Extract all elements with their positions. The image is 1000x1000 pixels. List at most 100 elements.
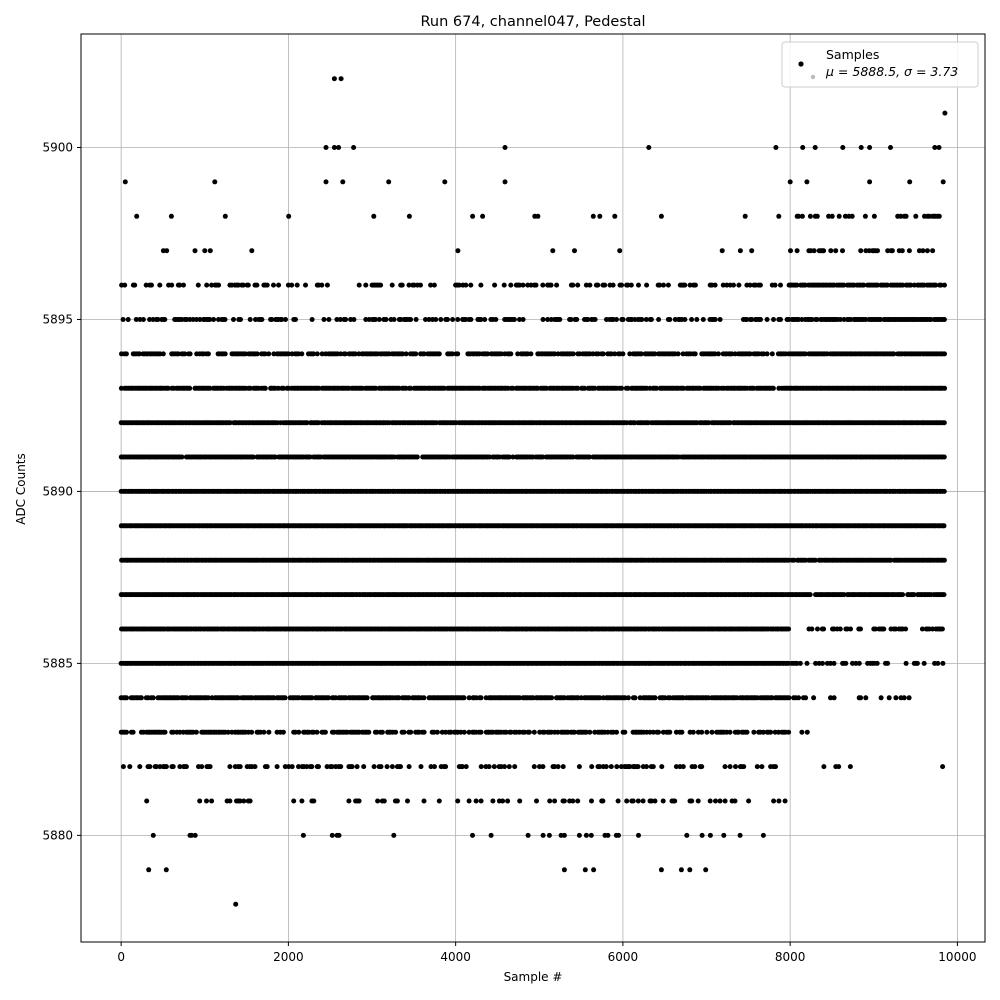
data-point [682,282,688,288]
data-point [899,248,905,254]
data-point [661,282,666,288]
data-point [906,248,912,254]
data-point [585,317,591,322]
data-point [829,213,835,219]
data-point [155,317,161,322]
data-point [383,317,389,322]
data-point [342,351,348,357]
data-point [363,282,369,288]
data-point [807,592,813,598]
data-point [889,248,895,254]
data-point [207,317,213,322]
data-point [656,317,662,322]
data-point [788,248,793,254]
data-point [575,385,581,391]
data-point [941,420,947,426]
data-point [619,385,625,391]
data-point [643,317,649,322]
data-point [658,213,664,219]
data-point [373,385,379,391]
data-point [455,351,461,357]
data-point [376,317,382,322]
data-point [837,317,843,322]
data-point [720,282,726,288]
data-point [778,282,783,288]
data-point [757,282,763,288]
data-point [749,317,755,322]
data-point [898,213,904,219]
data-point [120,317,126,322]
data-point [421,351,427,357]
data-point [881,626,887,632]
data-point [602,282,608,288]
data-point [619,282,625,288]
data-point [694,317,700,322]
data-point [195,282,201,288]
data-point [122,282,128,288]
data-point [445,317,450,322]
data-point [557,317,563,322]
data-point [861,282,867,288]
data-point [903,213,909,219]
data-point [742,213,748,219]
data-point [841,282,847,288]
data-point [485,351,491,357]
data-point [587,454,592,460]
data-point [207,385,213,391]
data-point [814,213,820,219]
data-point [238,317,243,322]
data-point [828,248,834,254]
data-point [924,248,930,254]
data-point [123,351,129,357]
data-point [441,385,447,391]
data-point [303,282,308,288]
data-point [908,282,914,288]
data-point [418,282,423,288]
data-point [247,385,253,391]
data-point [147,317,153,322]
data-point [426,317,432,322]
data-point [343,317,349,322]
data-point [414,454,420,460]
data-point [858,626,863,632]
data-point [543,385,549,391]
data-point [802,351,808,357]
data-point [316,385,322,391]
data-point [761,351,767,357]
data-point [309,317,315,322]
data-point [455,317,461,322]
data-point [712,317,718,322]
data-point [568,317,574,322]
data-point [764,317,770,322]
data-point [285,351,291,357]
data-point [570,351,576,357]
data-point [508,282,514,288]
data-point [436,351,442,357]
data-point [657,282,663,288]
data-point [293,317,298,322]
data-point [625,385,631,391]
data-point [433,317,439,322]
data-point [809,317,815,322]
data-point [249,248,255,254]
data-point [187,385,193,391]
data-point [286,213,292,219]
data-point [570,282,576,288]
data-point [939,626,945,632]
data-point [744,317,750,322]
data-point [682,317,688,322]
data-point [250,454,256,460]
data-point [413,351,419,357]
data-point [319,351,325,357]
data-point [815,626,820,632]
data-point [403,351,409,357]
data-point [438,317,444,322]
data-point [628,282,634,288]
data-point [836,213,842,219]
data-point [245,282,251,288]
data-point [352,351,358,357]
data-point [463,282,469,288]
data-point [548,282,554,288]
